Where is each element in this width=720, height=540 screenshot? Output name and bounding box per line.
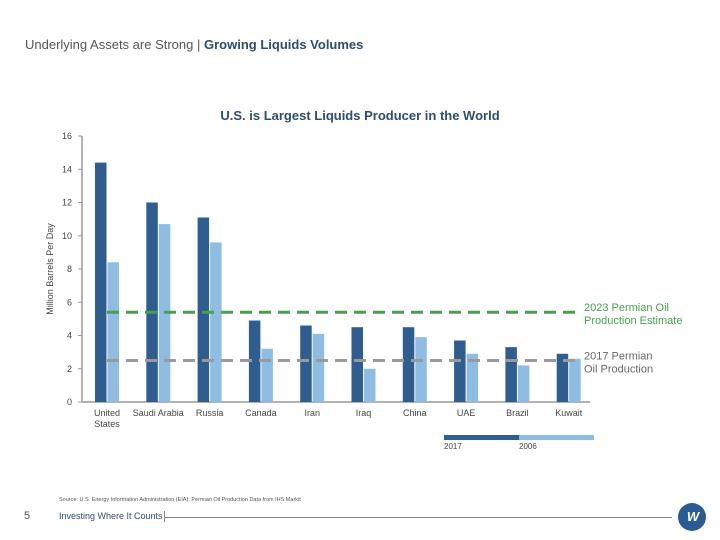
x-category-label: Iran	[304, 408, 320, 418]
bar-2017-iraq	[351, 327, 363, 402]
header-highlight: Growing Liquids Volumes	[204, 37, 364, 52]
x-category-label: Kuwait	[555, 408, 583, 418]
bar-2017-united-states	[95, 162, 107, 402]
footer-rule	[164, 517, 672, 518]
x-category-label: Iraq	[356, 408, 372, 418]
x-category-label: Saudi Arabia	[133, 408, 184, 418]
x-category-label: States	[94, 419, 120, 429]
bar-2006-iran	[312, 333, 325, 402]
reference-line-label: Production Estimate	[584, 315, 682, 327]
bar-2017-saudi-arabia	[146, 202, 158, 402]
y-tick-label: 0	[67, 397, 72, 407]
footer-divider-tick	[164, 511, 165, 522]
bar-2006-canada	[261, 348, 273, 402]
bar-2017-uae	[454, 340, 466, 402]
bar-2006-united-states	[107, 262, 119, 402]
bar-2017-brazil	[505, 347, 517, 402]
bar-2017-russia	[197, 217, 210, 402]
x-category-label: Russia	[196, 408, 224, 418]
bar-2006-uae	[466, 353, 479, 402]
x-category-label: United	[94, 408, 120, 418]
bar-2017-kuwait	[556, 353, 569, 402]
source-note: Source: U.S. Energy Information Administ…	[59, 497, 301, 503]
slide-header: Underlying Assets are Strong | Growing L…	[25, 37, 363, 52]
y-tick-label: 16	[62, 131, 72, 141]
y-tick-label: 4	[67, 331, 72, 341]
reference-line-label: Oil Production	[584, 363, 653, 375]
legend-swatch-2017	[444, 435, 519, 440]
footer-tagline: Investing Where It Counts	[59, 511, 163, 521]
bar-2006-kuwait	[569, 358, 581, 402]
y-tick-label: 12	[62, 198, 72, 208]
y-tick-label: 2	[67, 364, 72, 374]
legend-swatch-2006	[519, 435, 594, 440]
x-category-label: China	[403, 408, 427, 418]
reference-line-label: 2023 Permian Oil	[584, 302, 669, 314]
chart-title: U.S. is Largest Liquids Producer in the …	[220, 108, 500, 123]
bar-2017-canada	[248, 320, 261, 402]
y-tick-label: 8	[67, 264, 72, 274]
bar-2006-russia	[210, 242, 222, 402]
y-axis-label: Million Barrels Per Day	[45, 223, 55, 315]
y-tick-label: 10	[62, 231, 72, 241]
header-separator: |	[197, 37, 201, 52]
header-prefix: Underlying Assets are Strong	[25, 37, 194, 52]
company-logo-icon: W	[678, 503, 706, 531]
x-category-label: UAE	[457, 408, 476, 418]
legend-label-2017: 2017	[444, 442, 462, 451]
bar-2006-iraq	[364, 368, 376, 402]
page-number: 5	[24, 510, 31, 522]
x-category-label: Canada	[245, 408, 277, 418]
bar-2006-brazil	[517, 365, 530, 402]
y-tick-label: 6	[67, 297, 72, 307]
reference-line-label: 2017 Permian	[584, 350, 653, 362]
bar-2017-iran	[300, 325, 312, 402]
legend-label-2006: 2006	[519, 442, 537, 451]
bar-2017-china	[402, 327, 415, 402]
y-tick-label: 14	[62, 164, 72, 174]
x-category-label: Brazil	[506, 408, 529, 418]
bar-2006-china	[415, 337, 427, 402]
